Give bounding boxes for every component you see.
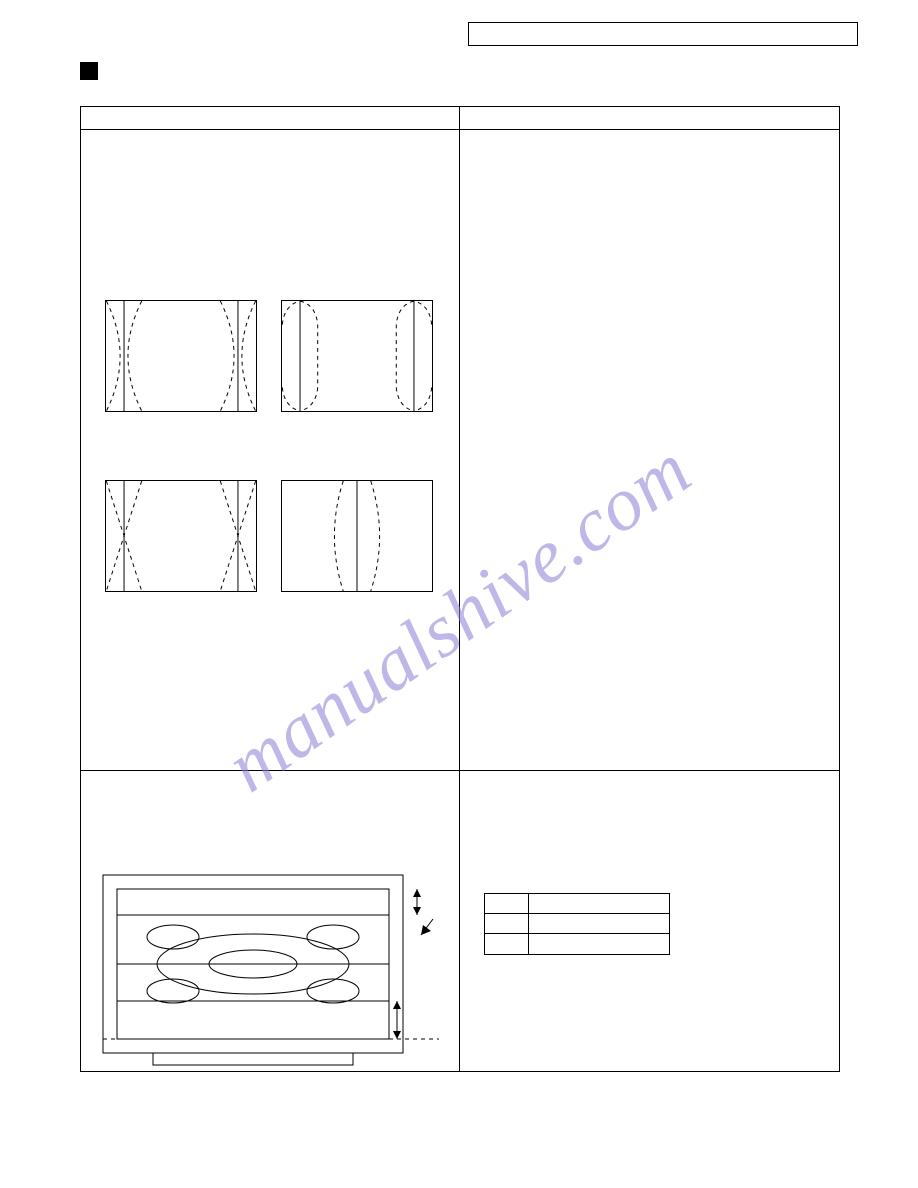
tv-diagram (81, 771, 459, 1071)
page: manualshive.com (0, 0, 918, 1188)
grid-body-row-1 (81, 130, 839, 771)
grid-body-row-2 (81, 771, 839, 1071)
cell-lower-left (81, 771, 460, 1071)
mini-cell (529, 894, 669, 914)
mini-cell (485, 894, 529, 914)
mini-cell (529, 914, 669, 934)
grid-header-left (81, 107, 460, 129)
tv-svg (81, 771, 461, 1071)
cell-upper-left (81, 130, 460, 770)
cell-lower-right (460, 771, 839, 1071)
grid-header-right (460, 107, 839, 129)
panel-b (281, 300, 433, 412)
mini-cell (485, 934, 529, 954)
panel-d (281, 480, 433, 592)
cell-upper-right (460, 130, 839, 770)
mini-cell (485, 914, 529, 934)
panel-a (105, 300, 257, 412)
panel-c (105, 480, 257, 592)
diagram-group-upper-left (81, 130, 459, 770)
grid-header-row (81, 107, 839, 130)
mini-cell (529, 934, 669, 954)
mini-table (484, 893, 670, 955)
top-banner-box (468, 22, 858, 46)
main-layout-grid (80, 106, 840, 1072)
section-marker-square (80, 62, 98, 80)
